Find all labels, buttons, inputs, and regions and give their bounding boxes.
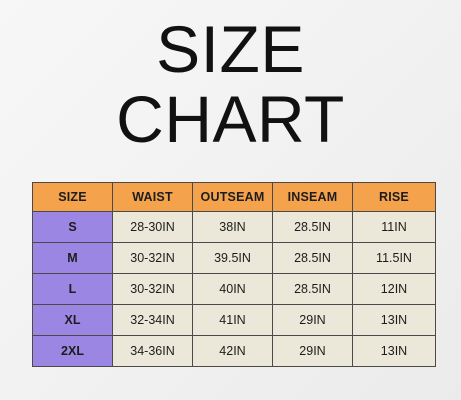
outseam-cell: 42IN	[192, 335, 273, 367]
waist-cell: 30-32IN	[112, 242, 193, 274]
table-row: 2XL 34-36IN 42IN 29IN 13IN	[32, 335, 436, 367]
rise-cell: 11IN	[352, 211, 436, 243]
waist-cell: 32-34IN	[112, 304, 193, 336]
page-title-line-1: SIZE	[156, 12, 305, 86]
outseam-cell: 41IN	[192, 304, 273, 336]
table-row: S 28-30IN 38IN 28.5IN 11IN	[32, 211, 436, 243]
rise-cell: 13IN	[352, 335, 436, 367]
waist-cell: 34-36IN	[112, 335, 193, 367]
outseam-cell: 39.5IN	[192, 242, 273, 274]
header-inseam: INSEAM	[272, 182, 353, 212]
table-row: M 30-32IN 39.5IN 28.5IN 11.5IN	[32, 242, 436, 274]
size-label-cell: M	[32, 242, 113, 274]
size-label-cell: XL	[32, 304, 113, 336]
size-label-cell: L	[32, 273, 113, 305]
outseam-cell: 38IN	[192, 211, 273, 243]
rise-cell: 11.5IN	[352, 242, 436, 274]
header-waist: WAIST	[112, 182, 193, 212]
inseam-cell: 28.5IN	[272, 273, 353, 305]
inseam-cell: 28.5IN	[272, 242, 353, 274]
waist-cell: 30-32IN	[112, 273, 193, 305]
inseam-cell: 29IN	[272, 335, 353, 367]
inseam-cell: 28.5IN	[272, 211, 353, 243]
rise-cell: 13IN	[352, 304, 436, 336]
inseam-cell: 29IN	[272, 304, 353, 336]
size-chart-table: SIZE WAIST OUTSEAM INSEAM RISE S 28-30IN…	[32, 182, 436, 367]
waist-cell: 28-30IN	[112, 211, 193, 243]
size-label-cell: 2XL	[32, 335, 113, 367]
outseam-cell: 40IN	[192, 273, 273, 305]
header-rise: RISE	[352, 182, 436, 212]
header-size: SIZE	[32, 182, 113, 212]
table-header-row: SIZE WAIST OUTSEAM INSEAM RISE	[32, 182, 436, 212]
page-title-line-2: CHART	[116, 82, 345, 156]
size-label-cell: S	[32, 211, 113, 243]
header-outseam: OUTSEAM	[192, 182, 273, 212]
table-row: L 30-32IN 40IN 28.5IN 12IN	[32, 273, 436, 305]
table-row: XL 32-34IN 41IN 29IN 13IN	[32, 304, 436, 336]
rise-cell: 12IN	[352, 273, 436, 305]
